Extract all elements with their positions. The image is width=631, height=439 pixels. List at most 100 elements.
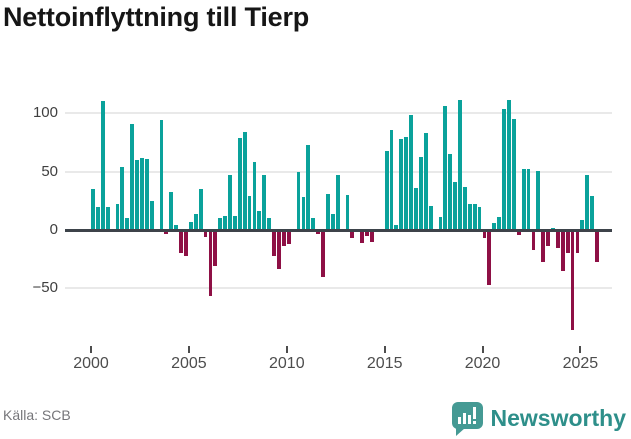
bar-positive (453, 182, 458, 230)
bar-positive (91, 189, 95, 230)
bar-positive (345, 195, 350, 230)
bar-negative (575, 230, 580, 254)
bar-positive (418, 156, 423, 230)
bar-positive (507, 99, 511, 230)
bar-positive (409, 114, 413, 230)
bar-positive (135, 160, 139, 230)
bar-positive (536, 170, 541, 230)
bar-positive (497, 217, 502, 230)
bar-positive (174, 225, 179, 230)
gridline (65, 112, 612, 115)
bar-positive (472, 204, 477, 230)
x-axis-tick (383, 346, 386, 353)
bar-negative (184, 230, 188, 256)
y-tick-label: 50 (41, 162, 58, 180)
bar-positive (389, 129, 394, 230)
bar-negative (556, 230, 560, 248)
bar-negative (203, 230, 208, 237)
bar-positive (100, 100, 105, 230)
bar-positive (228, 175, 232, 230)
bar-negative (560, 230, 565, 271)
bar-positive (448, 154, 453, 230)
x-tick-label: 2005 (171, 355, 207, 372)
bar-negative (208, 230, 213, 297)
bar-positive (267, 218, 272, 230)
bar-positive (169, 191, 174, 230)
bar-positive (399, 139, 404, 230)
bar-negative (531, 230, 536, 250)
bar-negative (316, 230, 320, 234)
bar-negative (164, 230, 169, 234)
bar-positive (188, 221, 193, 230)
bar-positive (144, 158, 149, 230)
bar-negative (546, 230, 551, 247)
bar-negative (541, 230, 546, 262)
zero-axis-line (65, 228, 612, 232)
bar-negative (272, 230, 276, 256)
bar-positive (193, 213, 198, 230)
bar-negative (487, 230, 492, 285)
bar-positive (585, 175, 590, 230)
x-tick-label: 2020 (464, 355, 501, 372)
bar-positive (325, 193, 330, 230)
bar-positive (296, 171, 301, 230)
newsworthy-bubble-icon (451, 400, 483, 436)
bar-negative (321, 230, 325, 277)
bar-positive (257, 211, 262, 230)
bar-negative (595, 230, 599, 262)
bar-negative (565, 230, 570, 254)
x-axis-tick (285, 346, 288, 353)
source-label: Källa: SCB (3, 407, 71, 423)
x-axis-tick (187, 346, 190, 353)
bar-negative (350, 230, 355, 239)
bar-positive (330, 213, 335, 230)
bar-positive (242, 132, 247, 230)
bar-positive (492, 223, 497, 230)
bar-negative (360, 230, 365, 243)
bar-positive (306, 144, 311, 230)
bar-negative (281, 230, 286, 247)
bar-negative (213, 230, 218, 267)
bar-negative (286, 230, 291, 244)
bar-positive (414, 188, 418, 230)
x-axis-tick (90, 346, 92, 353)
bar-positive (252, 162, 257, 230)
x-tick-label: 2015 (366, 355, 403, 372)
bar-positive (502, 108, 506, 230)
bar-negative (516, 230, 521, 235)
bar-positive (521, 169, 526, 230)
bar-positive (130, 123, 135, 230)
x-tick-label: 2025 (562, 355, 599, 372)
bar-positive (438, 217, 443, 230)
newsworthy-logo: Newsworthy (451, 400, 626, 436)
bar-positive (404, 136, 409, 230)
bar-positive (247, 196, 252, 230)
bar-positive (159, 120, 164, 230)
bar-positive (458, 99, 462, 230)
gridline (65, 287, 612, 290)
bar-positive (95, 206, 100, 230)
bar-positive (223, 216, 227, 230)
bar-negative (482, 230, 487, 239)
bar-positive (237, 137, 242, 230)
bar-positive (428, 205, 433, 230)
y-tick-label: −50 (32, 279, 58, 297)
bar-positive (477, 206, 482, 230)
bar-negative (365, 230, 369, 236)
bar-negative (179, 230, 183, 254)
bar-positive (423, 133, 428, 230)
y-tick-label: 0 (49, 221, 58, 238)
x-tick-label: 2000 (73, 355, 109, 372)
bar-positive (301, 197, 306, 230)
bar-negative (370, 230, 374, 242)
x-axis-tick (579, 346, 582, 353)
x-axis-tick (481, 346, 484, 353)
x-tick-label: 2010 (269, 355, 305, 372)
newsworthy-wordmark: Newsworthy (490, 404, 626, 431)
bar-negative (570, 230, 575, 331)
bar-positive (125, 218, 130, 230)
bar-positive (115, 204, 120, 230)
bar-positive (384, 150, 389, 230)
